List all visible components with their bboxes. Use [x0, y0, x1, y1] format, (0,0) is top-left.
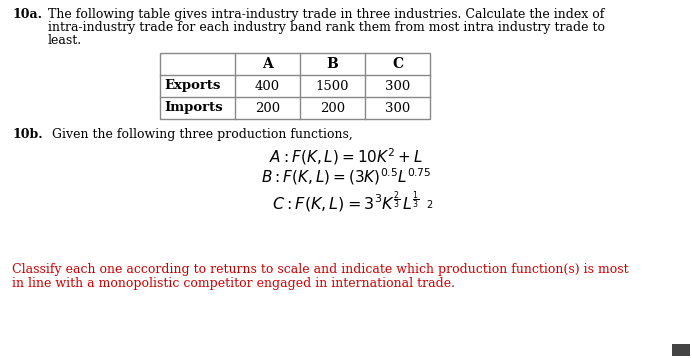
Text: $\bf{\mathit{B: F(K,L) = (3K)^{0.5}L^{0.75}}}$: $\bf{\mathit{B: F(K,L) = (3K)^{0.5}L^{0.…: [261, 166, 431, 187]
Text: intra-industry trade for each industry band rank them from most intra industry t: intra-industry trade for each industry b…: [48, 21, 605, 34]
Text: 10a.: 10a.: [12, 8, 42, 21]
Text: Given the following three production functions,: Given the following three production fun…: [48, 128, 353, 141]
Text: 400: 400: [255, 79, 280, 92]
Text: 300: 300: [385, 79, 410, 92]
Text: C: C: [392, 57, 403, 71]
Text: The following table gives intra-industry trade in three industries. Calculate th: The following table gives intra-industry…: [48, 8, 604, 21]
Text: 300: 300: [385, 102, 410, 115]
Text: 200: 200: [255, 102, 280, 115]
Text: least.: least.: [48, 34, 82, 47]
Text: $\mathit{2}$: $\mathit{2}$: [426, 198, 434, 210]
Bar: [160, 53, 430, 119]
Text: $\bf{\mathit{C{:}F(K, L) = 3^3K^{\frac{2}{3}} \, L^{\frac{1}{3}}}}$: $\bf{\mathit{C{:}F(K, L) = 3^3K^{\frac{2…: [272, 190, 420, 215]
Text: $\bf{\mathit{A: F(K, L) = 10K^2 + L}}$: $\bf{\mathit{A: F(K, L) = 10K^2 + L}}$: [269, 146, 423, 167]
Text: 1500: 1500: [316, 79, 349, 92]
Text: Classify each one according to returns to scale and indicate which production fu: Classify each one according to returns t…: [12, 263, 628, 276]
Text: 10b.: 10b.: [12, 128, 43, 141]
Text: B: B: [327, 57, 338, 71]
Text: A: A: [262, 57, 273, 71]
Text: Exports: Exports: [164, 79, 220, 92]
Bar: [672, 344, 690, 356]
Text: Imports: Imports: [164, 102, 223, 115]
Text: 200: 200: [320, 102, 345, 115]
Text: in line with a monopolistic competitor engaged in international trade.: in line with a monopolistic competitor e…: [12, 277, 455, 290]
